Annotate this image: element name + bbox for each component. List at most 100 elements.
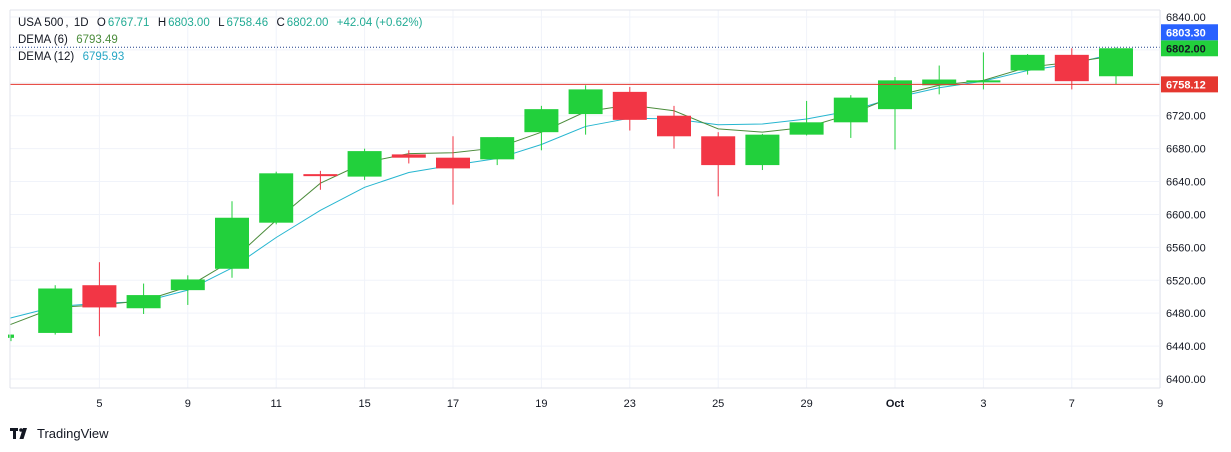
candle[interactable] [170, 275, 205, 305]
close-value: 6802.00 [286, 17, 329, 29]
candle[interactable] [1010, 54, 1045, 75]
x-tick-label: 19 [535, 398, 547, 410]
candle[interactable] [259, 171, 294, 225]
candle-body [391, 154, 426, 158]
current-price-badge-bg [1161, 24, 1218, 41]
tradingview-brand[interactable]: TradingView [10, 426, 109, 441]
candle[interactable] [436, 136, 470, 205]
dema12-value: 6795.93 [82, 51, 125, 63]
candle-body [480, 137, 515, 160]
open-label: O [96, 17, 106, 29]
candle[interactable] [657, 105, 691, 149]
high-value: 6803.00 [168, 17, 210, 29]
x-tick-label: Oct [886, 398, 905, 410]
candle[interactable] [878, 77, 912, 150]
x-tick-label: 5 [96, 398, 102, 410]
candle-body [524, 109, 559, 133]
x-tick-label: 23 [624, 398, 636, 410]
candle-body [436, 157, 470, 169]
candle-body [347, 151, 382, 177]
y-tick-label: 6400.00 [1166, 374, 1206, 386]
y-tick-label: 6640.00 [1166, 177, 1206, 189]
dema12-label: DEMA (12) [18, 51, 75, 63]
x-tick-label: 15 [358, 398, 370, 410]
current-price-badge[interactable]: 6803.30 [1166, 27, 1206, 39]
candle[interactable] [126, 283, 161, 315]
x-tick-label: 3 [980, 398, 986, 410]
ohlc-legend: USA 500, 1D O 6767.71 H 6803.00 L 6758.46 C… [18, 17, 423, 29]
candle-body [745, 134, 780, 166]
dema12-legend[interactable]: DEMA (12) 6795.93 [18, 51, 126, 63]
candle-body [612, 91, 647, 120]
y-tick-label: 6600.00 [1166, 209, 1206, 221]
candle-body [701, 136, 736, 166]
y-tick-label: 6440.00 [1166, 341, 1206, 353]
candle-body [1054, 54, 1089, 82]
candle[interactable] [1054, 48, 1089, 90]
candle[interactable] [391, 150, 426, 164]
interval-label[interactable]: 1D [73, 17, 89, 29]
candle-body [1010, 54, 1045, 71]
y-tick-label: 6560.00 [1166, 242, 1206, 254]
tradingview-logo-icon [10, 427, 27, 439]
candle[interactable] [745, 133, 780, 171]
x-tick-label: 9 [1157, 398, 1163, 410]
candle-body [170, 279, 205, 291]
x-tick-label: 11 [270, 398, 281, 410]
candle-body [126, 295, 161, 309]
dema6-label: DEMA (6) [18, 34, 68, 46]
candle-body [82, 285, 117, 308]
x-tick-label: 25 [712, 398, 724, 410]
candle[interactable] [8, 334, 14, 342]
y-tick-label: 6680.00 [1166, 144, 1206, 156]
last-close-badge-bg [1161, 40, 1218, 57]
x-tick-label: 29 [800, 398, 812, 410]
y-tick-label: 6480.00 [1166, 308, 1206, 320]
brand-name: TradingView [37, 426, 109, 441]
dema12-line [9, 52, 1117, 319]
reference-price-badge-bg [1161, 76, 1218, 93]
x-tick-label: 7 [1069, 398, 1075, 410]
y-tick-label: 6720.00 [1166, 111, 1206, 123]
candle[interactable] [612, 86, 647, 131]
candle[interactable] [82, 262, 117, 337]
x-tick-label: 17 [447, 398, 459, 410]
candle[interactable] [833, 95, 868, 138]
candle-body [568, 89, 603, 115]
candle[interactable] [789, 100, 824, 136]
candle-body [259, 173, 294, 223]
candle[interactable] [480, 137, 515, 166]
candle[interactable] [38, 285, 73, 335]
candle-body [303, 174, 338, 177]
dema6-value: 6793.49 [76, 34, 118, 46]
candle-body [215, 217, 249, 269]
candle[interactable] [347, 148, 382, 180]
last-close-badge[interactable]: 6802.00 [1166, 43, 1206, 55]
candle[interactable] [568, 85, 603, 135]
close-label: C [276, 17, 285, 29]
candle-body [1099, 48, 1133, 77]
candle[interactable] [215, 201, 249, 278]
low-value: 6758.46 [226, 17, 269, 29]
candle-body [833, 97, 868, 123]
change-value: +42.04 (+0.62%) [336, 17, 423, 29]
candle-body [657, 115, 691, 137]
candle-body [966, 80, 1001, 83]
candle[interactable] [922, 65, 957, 95]
candle[interactable] [303, 170, 338, 190]
dema6-legend[interactable]: DEMA (6) 6793.49 [18, 34, 120, 46]
reference-price-badge[interactable]: 6758.12 [1166, 79, 1206, 91]
candle[interactable] [524, 105, 559, 151]
y-tick-label: 6840.00 [1166, 12, 1206, 24]
candle[interactable] [966, 52, 1001, 90]
candle[interactable] [1099, 47, 1133, 85]
open-value: 6767.71 [107, 17, 150, 29]
candle-body [8, 334, 14, 338]
x-tick-label: 9 [185, 398, 191, 410]
symbol-name[interactable]: USA 500 [18, 17, 64, 29]
candle-body [878, 80, 912, 110]
high-label: H [157, 17, 167, 29]
candle[interactable] [701, 132, 736, 197]
low-label: L [218, 17, 225, 29]
